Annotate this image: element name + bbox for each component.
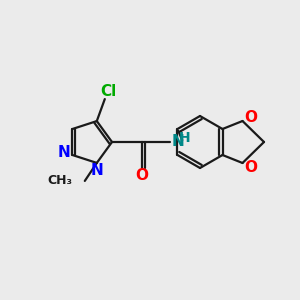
Text: CH₃: CH₃ bbox=[48, 174, 73, 188]
Text: O: O bbox=[136, 169, 148, 184]
Text: N: N bbox=[58, 146, 70, 160]
Text: N: N bbox=[90, 164, 103, 178]
Text: Cl: Cl bbox=[101, 84, 117, 99]
Text: O: O bbox=[244, 160, 257, 175]
Text: N: N bbox=[172, 134, 185, 149]
Text: O: O bbox=[244, 110, 257, 124]
Text: H: H bbox=[179, 131, 190, 145]
